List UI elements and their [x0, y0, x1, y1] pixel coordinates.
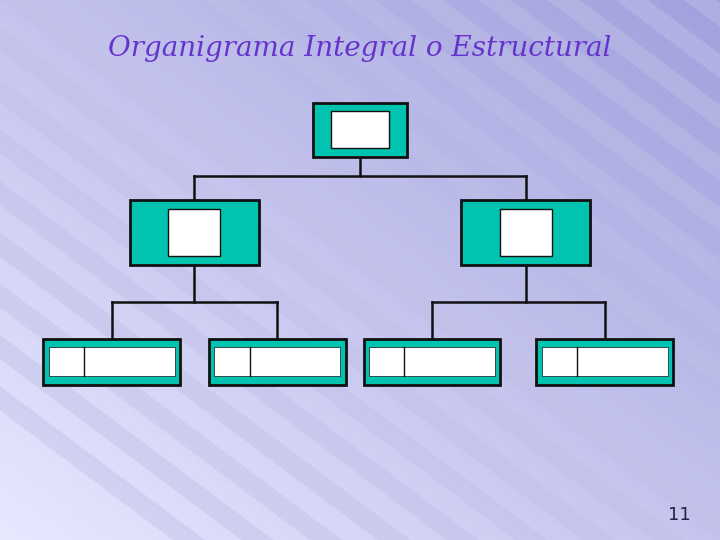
Polygon shape — [68, 0, 720, 540]
Bar — [461, 200, 590, 265]
Polygon shape — [205, 0, 720, 540]
Polygon shape — [0, 0, 698, 540]
Text: Organigrama Integral o Estructural: Organigrama Integral o Estructural — [108, 35, 612, 62]
Bar — [500, 209, 552, 255]
Bar — [215, 347, 340, 376]
Polygon shape — [342, 0, 720, 540]
Bar — [168, 209, 220, 255]
Polygon shape — [684, 0, 720, 540]
Bar — [542, 347, 667, 376]
Bar — [313, 103, 407, 157]
Bar — [209, 339, 346, 384]
Polygon shape — [616, 0, 720, 540]
Bar — [49, 347, 174, 376]
Text: 11: 11 — [668, 506, 691, 524]
Polygon shape — [410, 0, 720, 540]
Polygon shape — [274, 0, 720, 540]
Bar — [536, 339, 673, 384]
Bar — [369, 347, 495, 376]
Polygon shape — [0, 0, 562, 540]
Polygon shape — [0, 0, 630, 540]
Polygon shape — [137, 0, 720, 540]
Bar — [364, 339, 500, 384]
Polygon shape — [0, 0, 493, 540]
Bar — [43, 339, 180, 384]
Polygon shape — [547, 0, 720, 540]
Polygon shape — [479, 0, 720, 540]
Bar — [130, 200, 259, 265]
Bar — [331, 111, 389, 148]
